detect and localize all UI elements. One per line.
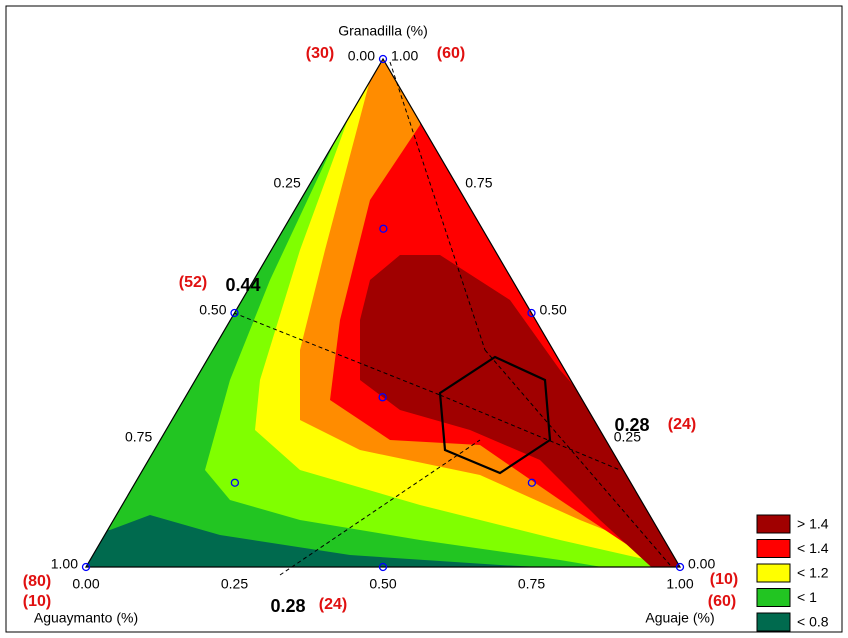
annotation: (60) [708, 593, 736, 610]
design-point [378, 393, 387, 402]
annotation: (10) [23, 593, 51, 610]
tick-label: 0.50 [369, 576, 396, 592]
legend-swatch [756, 563, 791, 583]
design-point [81, 562, 91, 572]
design-point [379, 224, 388, 233]
band [360, 255, 680, 567]
legend-swatch [756, 588, 791, 607]
tick-label: 1.00 [391, 48, 418, 64]
design-point [675, 562, 685, 572]
design-point [230, 478, 240, 487]
legend-label: < 0.8 [797, 614, 829, 630]
legend-label: < 1.4 [797, 540, 829, 556]
tick-label: 0.00 [688, 556, 715, 572]
tick-label: 0.75 [465, 175, 492, 191]
design-point [378, 562, 388, 572]
tick-label: 0.75 [125, 429, 152, 445]
tick-label: 0.25 [614, 429, 641, 445]
axis-title: Aguaymanto (%) [34, 610, 138, 626]
tick-label: 0.00 [348, 48, 375, 64]
tick-label: 0.75 [518, 576, 545, 592]
annotation: (24) [319, 596, 347, 613]
annotation: 0.28 [270, 596, 305, 616]
annotation: (60) [437, 45, 465, 62]
annotation: (80) [23, 573, 51, 590]
legend-swatch [756, 514, 791, 534]
tick-label: 0.00 [72, 576, 99, 592]
annotation: (10) [710, 571, 738, 588]
annotation: 0.44 [225, 275, 260, 295]
design-point [230, 308, 239, 318]
tick-label: 0.25 [274, 175, 301, 191]
legend-swatch [756, 612, 791, 632]
design-point [378, 54, 388, 64]
tick-label: 0.50 [540, 302, 567, 318]
annotation: (52) [179, 274, 207, 291]
annotation: 0.28 [614, 415, 649, 435]
design-point [527, 478, 537, 487]
legend-swatch [756, 539, 791, 558]
annotation: (30) [306, 45, 334, 62]
design-point [527, 308, 536, 318]
tick-label: 0.50 [199, 302, 226, 318]
legend-label: < 1.2 [797, 565, 829, 581]
axis-title: Aguaje (%) [645, 610, 714, 626]
legend-label: < 1 [797, 589, 817, 605]
constraint-region [438, 355, 552, 475]
annotation: (24) [668, 416, 696, 433]
axis-title: Granadilla (%) [338, 23, 427, 39]
legend-label: > 1.4 [797, 516, 829, 532]
guides [233, 61, 671, 576]
tick-label: 1.00 [51, 556, 78, 572]
tick-label: 1.00 [666, 576, 693, 592]
tick-label: 0.25 [221, 576, 248, 592]
